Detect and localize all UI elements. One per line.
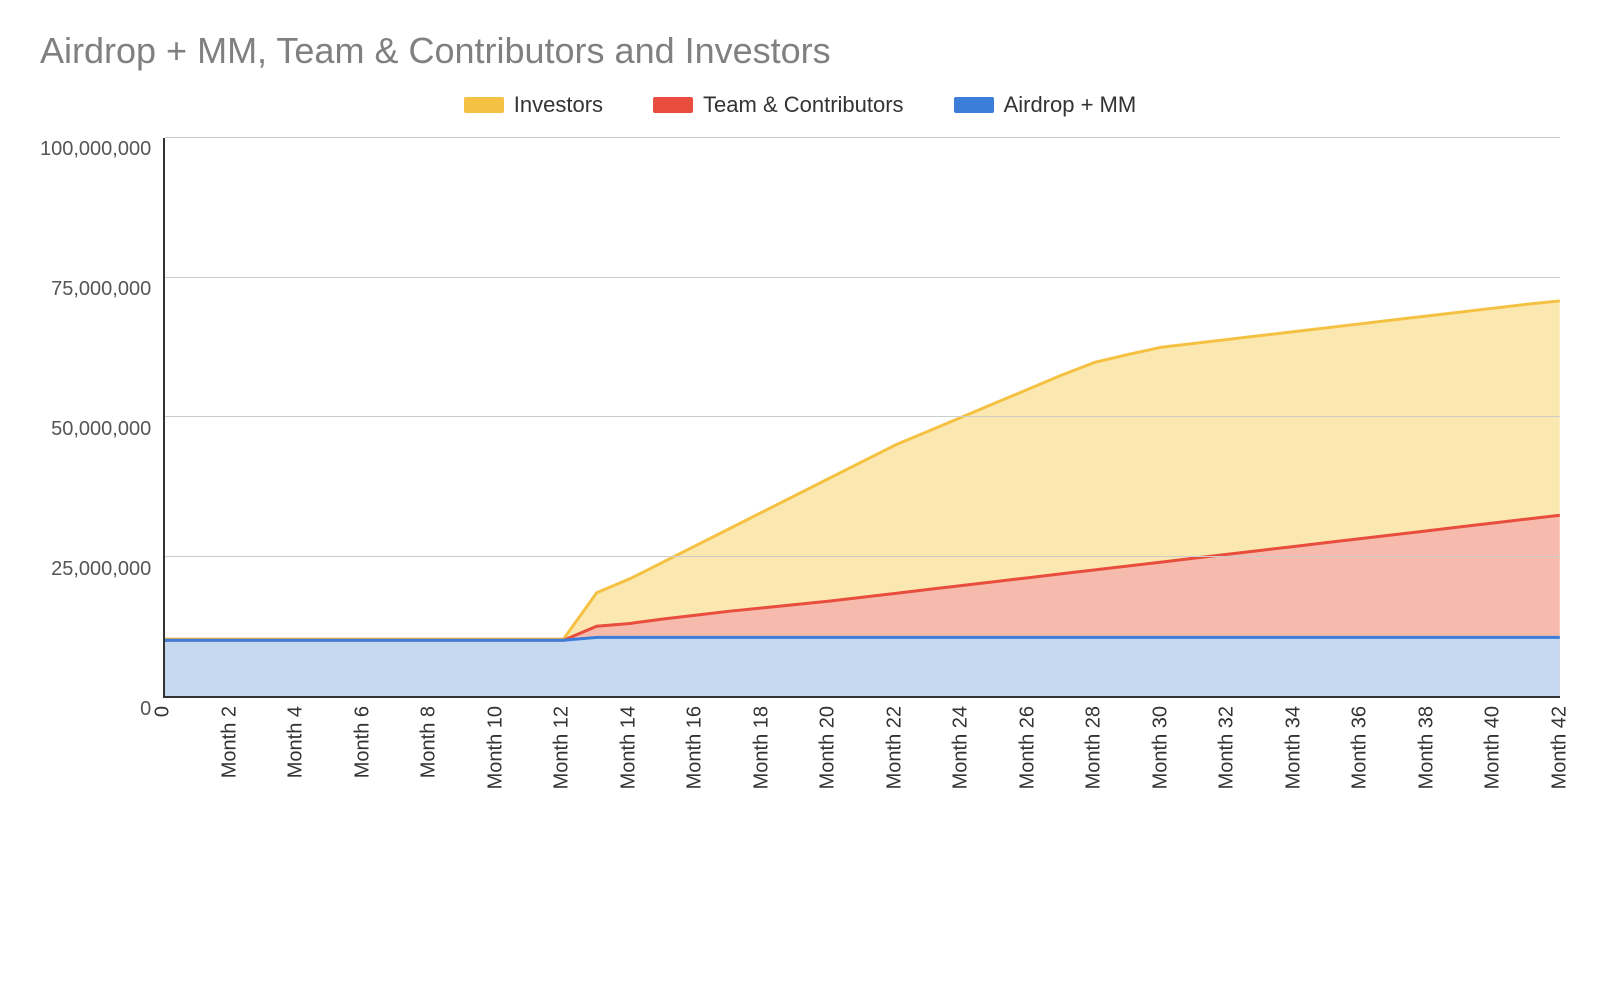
legend-label: Airdrop + MM: [1004, 92, 1137, 118]
x-tick-label: Month 30: [1149, 706, 1172, 789]
plot-area: [163, 138, 1560, 698]
x-tick-label: Month 22: [883, 706, 906, 789]
x-tick-label: Month 14: [617, 706, 640, 789]
grid-line: [165, 137, 1560, 138]
legend-swatch: [464, 97, 504, 113]
x-tick-label: Month 28: [1083, 706, 1106, 789]
x-tick-label: Month 16: [684, 706, 707, 789]
legend-item: Investors: [464, 92, 603, 118]
x-tick-label: Month 6: [351, 706, 374, 778]
chart-area: 100,000,00075,000,00050,000,00025,000,00…: [40, 138, 1560, 838]
x-tick-label: Month 8: [418, 706, 441, 778]
legend-label: Investors: [514, 92, 603, 118]
legend-label: Team & Contributors: [703, 92, 904, 118]
x-tick-label: Month 10: [484, 706, 507, 789]
x-axis: 0Month 2Month 4Month 6Month 8Month 10Mon…: [163, 698, 1560, 838]
x-tick-label: Month 26: [1016, 706, 1039, 789]
legend-swatch: [653, 97, 693, 113]
legend-item: Airdrop + MM: [954, 92, 1137, 118]
x-tick-label: Month 38: [1415, 706, 1438, 789]
area-svg: [165, 138, 1560, 696]
y-axis: 100,000,00075,000,00050,000,00025,000,00…: [40, 138, 163, 698]
x-tick-label: 0: [152, 706, 175, 717]
x-tick-label: Month 42: [1549, 706, 1572, 789]
grid-line: [165, 277, 1560, 278]
x-tick-label: Month 40: [1482, 706, 1505, 789]
x-tick-label: Month 12: [551, 706, 574, 789]
x-tick-label: Month 34: [1282, 706, 1305, 789]
x-tick-label: Month 32: [1216, 706, 1239, 789]
chart-title: Airdrop + MM, Team & Contributors and In…: [40, 30, 1560, 72]
grid-line: [165, 556, 1560, 557]
area-airdrop-mm: [165, 637, 1560, 696]
grid-line: [165, 416, 1560, 417]
x-tick-label: Month 24: [950, 706, 973, 789]
legend-swatch: [954, 97, 994, 113]
x-tick-label: Month 36: [1349, 706, 1372, 789]
x-tick-label: Month 20: [817, 706, 840, 789]
x-tick-label: Month 2: [218, 706, 241, 778]
legend-item: Team & Contributors: [653, 92, 904, 118]
x-tick-label: Month 18: [750, 706, 773, 789]
legend: Investors Team & Contributors Airdrop + MM: [40, 92, 1560, 118]
x-tick-label: Month 4: [285, 706, 308, 778]
